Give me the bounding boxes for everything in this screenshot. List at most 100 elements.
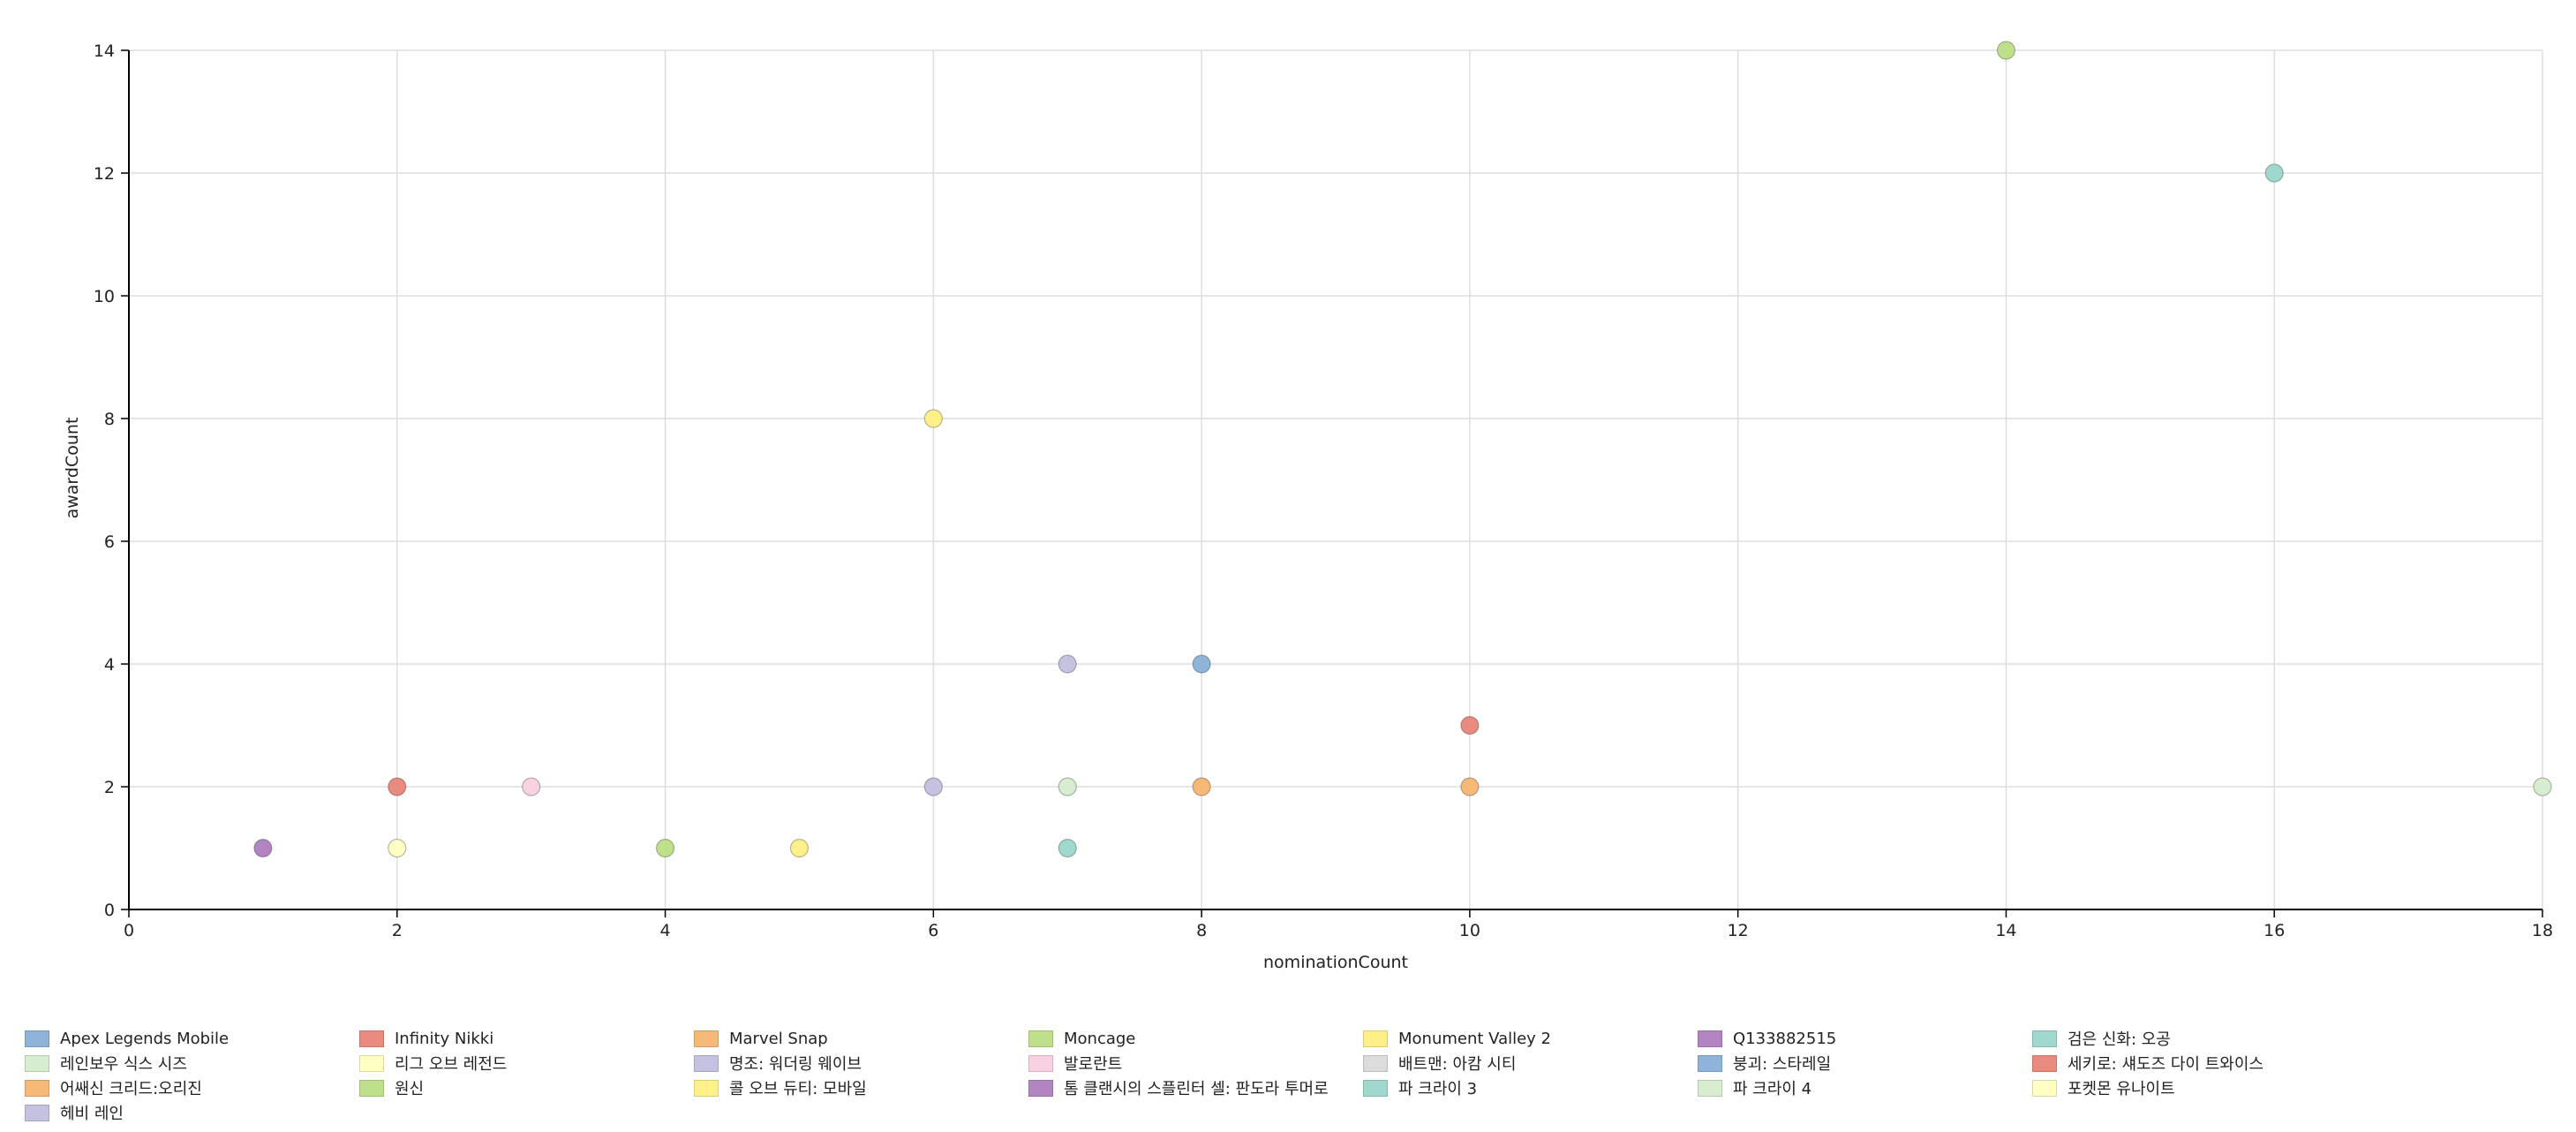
data-point[interactable] xyxy=(253,838,273,858)
legend-item[interactable]: 명조: 워더링 웨이브 xyxy=(694,1053,862,1074)
legend-swatch xyxy=(1363,1030,1388,1047)
x-tick-label: 2 xyxy=(392,921,403,940)
data-point[interactable] xyxy=(2264,163,2284,183)
legend-swatch xyxy=(359,1054,384,1072)
y-tick-label: 8 xyxy=(104,410,115,429)
x-tick-label: 4 xyxy=(660,921,671,940)
legend-swatch xyxy=(1028,1079,1053,1097)
data-point[interactable] xyxy=(789,838,810,858)
legend-swatch xyxy=(1363,1079,1388,1097)
x-tick-label: 0 xyxy=(124,921,134,940)
legend-swatch xyxy=(359,1030,384,1047)
x-tick-label: 6 xyxy=(928,921,938,940)
legend-item[interactable]: Apex Legends Mobile xyxy=(25,1028,229,1049)
data-point[interactable] xyxy=(655,838,675,858)
legend-label: 발로란트 xyxy=(1064,1055,1123,1074)
legend-swatch xyxy=(25,1079,49,1097)
legend-item[interactable]: 원신 xyxy=(359,1077,424,1098)
legend-label: 명조: 워더링 웨이브 xyxy=(729,1055,862,1074)
legend-swatch xyxy=(359,1079,384,1097)
y-tick-label: 12 xyxy=(94,164,115,184)
y-tick-label: 14 xyxy=(94,42,115,61)
legend-label: 검은 신화: 오공 xyxy=(2068,1030,2171,1049)
legend-swatch xyxy=(25,1104,49,1121)
data-point[interactable] xyxy=(388,777,407,796)
legend-label: 파 크라이 4 xyxy=(1733,1080,1812,1098)
legend-label: Monument Valley 2 xyxy=(1398,1029,1552,1048)
legend-label: 레인보우 식스 시즈 xyxy=(60,1055,187,1074)
legend-item[interactable]: Infinity Nikki xyxy=(359,1028,493,1049)
legend-swatch xyxy=(694,1054,719,1072)
legend-item[interactable]: Marvel Snap xyxy=(694,1028,828,1049)
data-point[interactable] xyxy=(923,777,943,796)
legend-item[interactable]: Moncage xyxy=(1028,1028,1135,1049)
legend-item[interactable]: 톰 클랜시의 스플린터 셀: 판도라 투머로 xyxy=(1028,1077,1329,1098)
legend-swatch xyxy=(694,1079,719,1097)
data-point[interactable] xyxy=(1996,41,2016,60)
legend-label: 톰 클랜시의 스플린터 셀: 판도라 투머로 xyxy=(1064,1080,1329,1098)
x-tick-label: 10 xyxy=(1459,921,1480,940)
data-points xyxy=(253,41,2552,858)
legend-swatch xyxy=(1698,1030,1722,1047)
legend-swatch xyxy=(2032,1054,2057,1072)
legend-item[interactable]: 배트맨: 아캄 시티 xyxy=(1363,1053,1516,1074)
legend-label: Q133882515 xyxy=(1733,1029,1837,1048)
legend-item[interactable]: Monument Valley 2 xyxy=(1363,1028,1551,1049)
x-tick-label: 12 xyxy=(1728,921,1749,940)
legend-swatch xyxy=(1698,1054,1722,1072)
legend-item[interactable]: 리그 오브 레전드 xyxy=(359,1053,507,1074)
x-tick-label: 18 xyxy=(2532,921,2553,940)
legend-swatch xyxy=(1028,1054,1053,1072)
legend-item[interactable]: Q133882515 xyxy=(1698,1028,1836,1049)
legend-label: 붕괴: 스타레일 xyxy=(1733,1055,1832,1074)
legend-swatch xyxy=(694,1030,719,1047)
x-tick-label: 14 xyxy=(1995,921,2016,940)
legend-item[interactable]: 파 크라이 3 xyxy=(1363,1077,1477,1098)
data-point[interactable] xyxy=(923,409,943,428)
data-point[interactable] xyxy=(1460,777,1480,796)
y-tick-label: 2 xyxy=(104,778,115,797)
legend-label: 포켓몬 유나이트 xyxy=(2068,1080,2175,1098)
x-axis-label: nominationCount xyxy=(1263,953,1408,972)
data-point[interactable] xyxy=(1058,777,1077,796)
legend-item[interactable]: 어쌔신 크리드:오리진 xyxy=(25,1077,202,1098)
legend-label: Moncage xyxy=(1064,1029,1136,1048)
data-point[interactable] xyxy=(1058,838,1077,858)
legend-label: 헤비 레인 xyxy=(60,1105,124,1123)
legend-swatch xyxy=(1698,1079,1722,1097)
data-point[interactable] xyxy=(1192,777,1211,796)
data-point[interactable] xyxy=(522,777,541,796)
axes: 0 2 4 6 8 10 12 14 16 18 0 2 4 6 8 10 12 14 xyxy=(94,42,2553,940)
scatter-chart: 0 2 4 6 8 10 12 14 16 18 0 2 4 6 8 10 12 14 nominationCou… xyxy=(63,41,2553,972)
data-point[interactable] xyxy=(1192,654,1211,674)
legend-item[interactable]: 헤비 레인 xyxy=(25,1102,124,1123)
data-point[interactable] xyxy=(1460,715,1480,736)
y-tick-label: 6 xyxy=(104,532,115,552)
legend-item[interactable]: 포켓몬 유나이트 xyxy=(2032,1077,2175,1098)
data-point[interactable] xyxy=(2533,777,2552,796)
legend-item[interactable]: 콜 오브 듀티: 모바일 xyxy=(694,1077,867,1098)
legend-label: 세키로: 섀도즈 다이 트와이스 xyxy=(2068,1055,2263,1074)
x-tick-label: 16 xyxy=(2263,921,2285,940)
legend-label: Infinity Nikki xyxy=(395,1029,494,1048)
legend-label: 원신 xyxy=(395,1080,425,1098)
legend-swatch xyxy=(2032,1079,2057,1097)
y-tick-label: 4 xyxy=(104,655,115,675)
grid xyxy=(129,49,2543,909)
legend-label: Marvel Snap xyxy=(729,1029,828,1048)
legend-item[interactable]: 발로란트 xyxy=(1028,1053,1122,1074)
legend-label: 어쌔신 크리드:오리진 xyxy=(60,1080,202,1098)
legend-item[interactable]: 붕괴: 스타레일 xyxy=(1698,1053,1831,1074)
legend-swatch xyxy=(2032,1030,2057,1047)
legend-swatch xyxy=(1028,1030,1053,1047)
legend-swatch xyxy=(25,1054,49,1072)
y-tick-label: 0 xyxy=(104,901,115,920)
legend-item[interactable]: 세키로: 섀도즈 다이 트와이스 xyxy=(2032,1053,2263,1074)
data-point[interactable] xyxy=(388,838,407,858)
legend-label: 배트맨: 아캄 시티 xyxy=(1398,1055,1517,1074)
legend-item[interactable]: 검은 신화: 오공 xyxy=(2032,1028,2171,1049)
y-axis-label: awardCount xyxy=(63,418,82,519)
legend-item[interactable]: 레인보우 식스 시즈 xyxy=(25,1053,187,1074)
data-point[interactable] xyxy=(1058,654,1077,674)
legend-item[interactable]: 파 크라이 4 xyxy=(1698,1077,1811,1098)
